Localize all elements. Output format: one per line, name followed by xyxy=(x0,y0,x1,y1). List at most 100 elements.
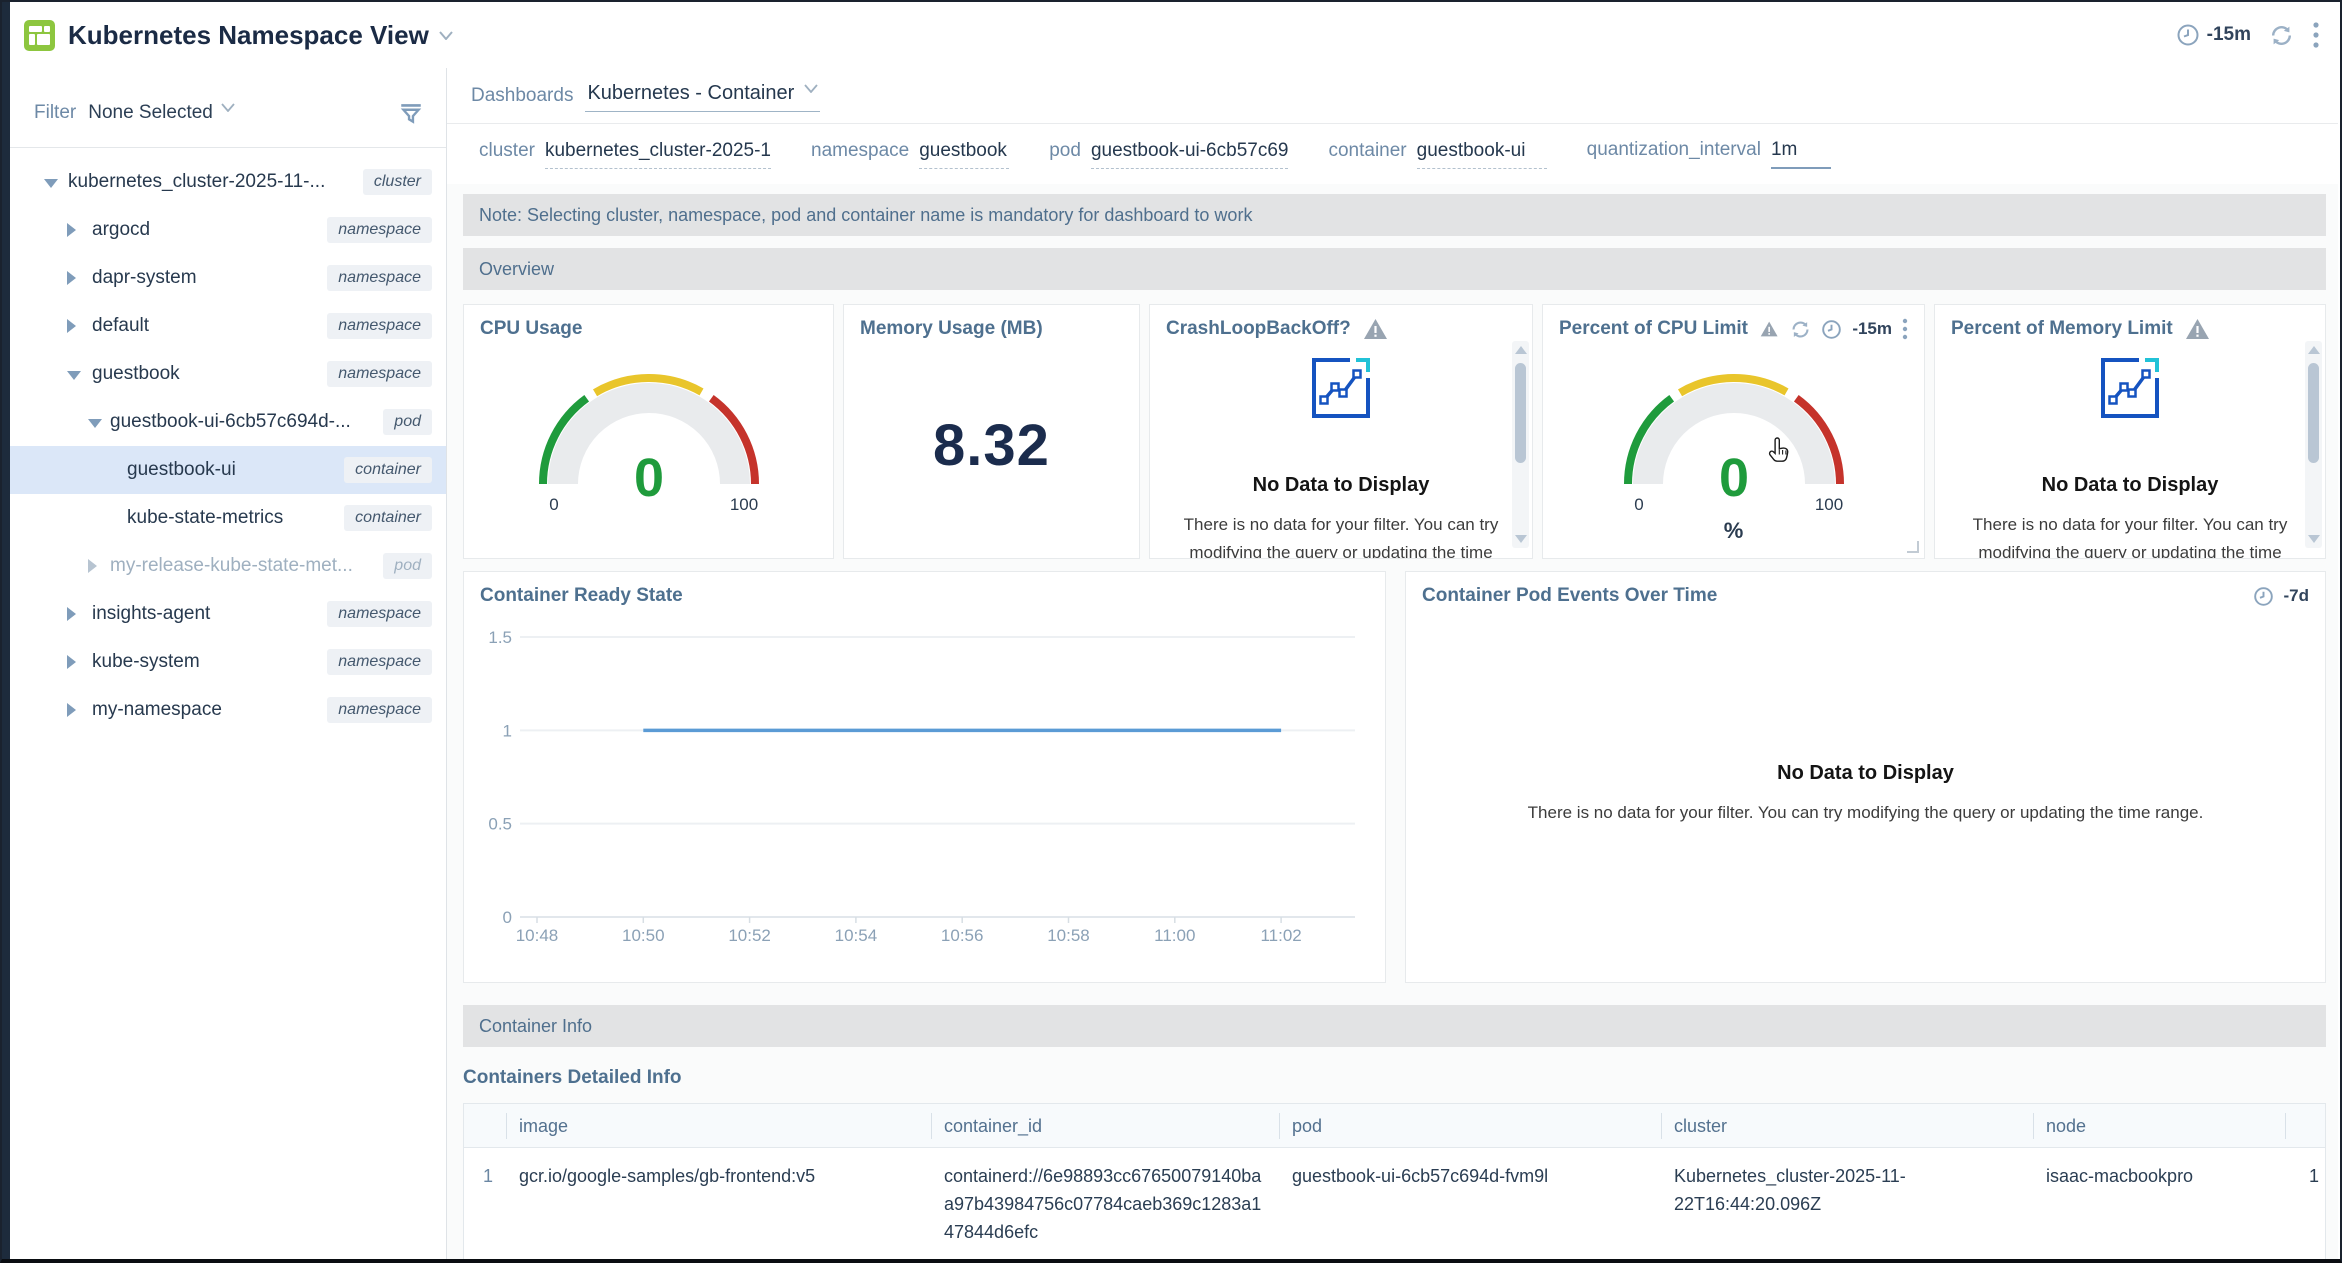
dashboard-selector[interactable]: Kubernetes - Container xyxy=(585,80,821,112)
warning-icon[interactable] xyxy=(2185,318,2210,340)
panel-container-pod-events: Container Pod Events Over Time -7d No Da… xyxy=(1405,571,2326,983)
chevron-down-icon xyxy=(804,83,818,93)
svg-text:11:02: 11:02 xyxy=(1260,926,1301,945)
entity-type-badge: pod xyxy=(383,553,432,579)
warning-icon[interactable] xyxy=(1363,318,1388,340)
dashboard-filter-container[interactable]: container guestbook-ui xyxy=(1328,140,1547,169)
panel-time-range[interactable]: -7d xyxy=(2283,586,2310,605)
table-cell: gcr.io/google-samples/gb-frontend:v5 xyxy=(519,1166,816,1186)
tree-item-default[interactable]: default namespace xyxy=(10,302,446,350)
panel-time-range[interactable]: -15m xyxy=(1852,319,1892,338)
kebab-menu-icon[interactable] xyxy=(1902,318,1908,340)
mouse-cursor-icon xyxy=(1768,437,1789,462)
table-row[interactable]: 1 gcr.io/google-samples/gb-frontend:v5 con… xyxy=(464,1148,2325,1259)
table-title: Containers Detailed Info xyxy=(463,1067,682,1088)
note-bar: Note: Selecting cluster, namespace, pod … xyxy=(463,194,2326,236)
filter-value-input[interactable]: 1m xyxy=(1770,139,1831,169)
column-header-image[interactable]: image xyxy=(506,1112,931,1139)
column-header-container_id[interactable]: container_id xyxy=(931,1112,1279,1139)
filter-value-input[interactable]: kubernetes_cluster-2025-1 xyxy=(544,140,771,169)
main-content: Dashboards Kubernetes - Container cluste… xyxy=(447,68,2338,1259)
refresh-icon[interactable] xyxy=(2269,23,2294,48)
dashboard-filter-pod[interactable]: pod guestbook-ui-6cb57c69 xyxy=(1049,140,1289,169)
tree-item-kube-state-metrics[interactable]: kube-state-metrics container xyxy=(10,494,446,542)
filter-label: Filter xyxy=(34,101,77,123)
filter-name: quantization_interval xyxy=(1586,139,1761,160)
tree-item-guestbook[interactable]: guestbook namespace xyxy=(10,350,446,398)
tree-toggle-arrow-icon[interactable] xyxy=(67,319,76,333)
dashboard-filter-cluster[interactable]: cluster kubernetes_cluster-2025-1 xyxy=(479,140,771,169)
note-text: Note: Selecting cluster, namespace, pod … xyxy=(479,204,1253,225)
tree-toggle-arrow-icon[interactable] xyxy=(67,223,76,237)
clock-icon[interactable] xyxy=(2253,586,2274,607)
svg-text:0: 0 xyxy=(1634,495,1643,514)
dashboard-app-icon xyxy=(24,19,55,51)
refresh-icon[interactable] xyxy=(1790,319,1811,340)
tree-toggle-arrow-icon[interactable] xyxy=(67,607,76,621)
entity-type-badge: namespace xyxy=(327,361,432,387)
panel-memory-usage: Memory Usage (MB) 8.32 xyxy=(843,304,1140,559)
no-data-title: No Data to Display xyxy=(2041,474,2219,496)
tree-item-guestbook-ui[interactable]: guestbook-ui container xyxy=(10,446,446,494)
panel-percent-memory-limit: Percent of Memory Limit No Data to Displ… xyxy=(1934,304,2326,559)
entity-type-badge: container xyxy=(344,457,432,483)
column-header-restarts[interactable] xyxy=(2285,1112,2325,1139)
tree-toggle-arrow-icon[interactable] xyxy=(67,271,76,285)
table-cell: guestbook-ui-6cb57c694d-fvm9l xyxy=(1292,1166,1549,1186)
tree-toggle-arrow-icon[interactable] xyxy=(67,370,81,380)
tree-toggle-arrow-icon[interactable] xyxy=(67,703,76,717)
kebab-menu-icon[interactable] xyxy=(2312,21,2320,49)
dashboard-name: Kubernetes - Container xyxy=(587,81,795,104)
tree-toggle-arrow-icon[interactable] xyxy=(88,559,97,573)
panel-cpu-usage: CPU Usage 0 0 100 xyxy=(463,304,834,559)
tree-item-dapr-system[interactable]: dapr-system namespace xyxy=(10,254,446,302)
filter-value-dropdown[interactable]: None Selected xyxy=(88,101,213,123)
tree-item-my-namespace[interactable]: my-namespace namespace xyxy=(10,686,446,734)
tree-item-label: guestbook xyxy=(92,363,180,384)
filter-name: namespace xyxy=(811,139,910,161)
tree-toggle-arrow-icon[interactable] xyxy=(88,418,102,428)
filter-value-input[interactable]: guestbook-ui xyxy=(1416,140,1547,169)
ready-state-line-chart[interactable]: 1.5 1 0.5 010:48 10:50 10:52 10:54 10:56 10:58 11… xyxy=(480,609,1369,979)
panel-title: Container Pod Events Over Time xyxy=(1422,585,1718,606)
panel-title: Memory Usage (MB) xyxy=(860,318,1043,339)
panel-scrollbar[interactable] xyxy=(1512,341,1529,548)
tree-item-my-release-kube-state-met-[interactable]: my-release-kube-state-met... pod xyxy=(10,542,446,590)
chevron-down-icon[interactable] xyxy=(221,103,235,112)
clock-icon xyxy=(2177,24,2199,46)
sidebar-filter-bar: Filter None Selected xyxy=(10,68,446,148)
tree-toggle-arrow-icon[interactable] xyxy=(44,178,58,188)
svg-text:11:00: 11:00 xyxy=(1154,926,1195,945)
dashboard-filter-namespace[interactable]: namespace guestbook xyxy=(811,139,1010,169)
tree-item-kube-system[interactable]: kube-system namespace xyxy=(10,638,446,686)
tree-item-guestbook-ui-6cb57c694d-[interactable]: guestbook-ui-6cb57c694d-... pod xyxy=(10,398,446,446)
warning-icon[interactable] xyxy=(1760,318,1778,340)
tree-item-label: dapr-system xyxy=(92,267,197,288)
time-range-button[interactable]: -15m xyxy=(2176,23,2251,47)
filter-value-input[interactable]: guestbook-ui-6cb57c69 xyxy=(1090,140,1289,169)
tree-item-label: kube-state-metrics xyxy=(127,507,284,528)
tree-item-kubernetes-cluster-2025-11-[interactable]: kubernetes_cluster-2025-11-... cluster xyxy=(10,158,446,206)
filter-value-input[interactable]: guestbook xyxy=(919,140,1010,169)
column-header-pod[interactable]: pod xyxy=(1279,1112,1661,1139)
window-left-edge xyxy=(0,0,10,1263)
column-header-node[interactable]: node xyxy=(2033,1112,2285,1139)
funnel-filter-icon[interactable] xyxy=(398,100,424,126)
svg-text:0: 0 xyxy=(1718,448,1748,508)
clock-icon[interactable] xyxy=(1821,319,1842,340)
panel-title: CrashLoopBackOff? xyxy=(1166,318,1351,339)
column-header[interactable] xyxy=(464,1113,506,1139)
tree-item-insights-agent[interactable]: insights-agent namespace xyxy=(10,590,446,638)
svg-text:0: 0 xyxy=(633,448,663,508)
panel-title: Percent of CPU Limit xyxy=(1559,318,1748,339)
panel-resize-handle[interactable] xyxy=(1907,541,1919,553)
dashboard-filter-quantization_interval[interactable]: quantization_interval 1m xyxy=(1587,139,1831,169)
tree-item-argocd[interactable]: argocd namespace xyxy=(10,206,446,254)
panel-scrollbar[interactable] xyxy=(2305,341,2322,548)
tree-toggle-arrow-icon[interactable] xyxy=(67,655,76,669)
panel-title: CPU Usage xyxy=(480,318,583,339)
column-header-cluster[interactable]: cluster xyxy=(1661,1112,2033,1139)
tree-item-label: default xyxy=(92,315,150,336)
table-cell: 1 xyxy=(483,1166,494,1186)
chevron-down-icon[interactable] xyxy=(439,30,453,40)
